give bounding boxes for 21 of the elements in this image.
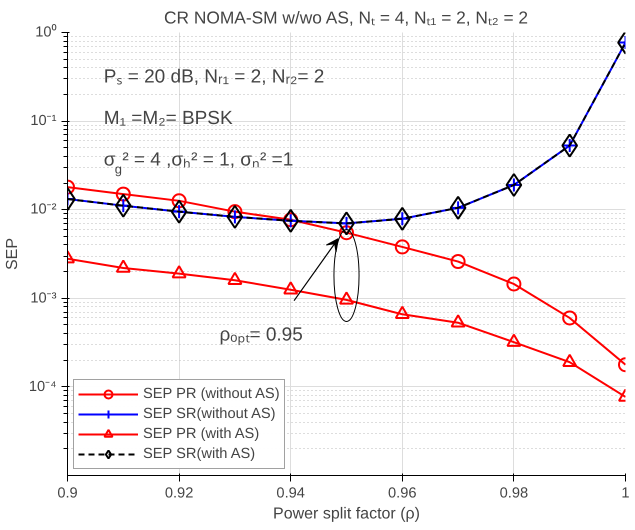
- legend-label: SEP SR(without AS): [143, 406, 276, 422]
- x-tick-label: 1: [621, 486, 630, 502]
- annotation: ρₒₚₜ= 0.95: [219, 324, 303, 346]
- x-tick-label: 0.94: [276, 486, 305, 502]
- y-tick-label: 10⁻²: [30, 202, 57, 218]
- annotation: Pₛ = 20 dB, Nᵣ₁ = 2, Nᵣ₂= 2: [104, 66, 324, 88]
- y-tick-label: 10⁰: [35, 24, 57, 40]
- x-tick-label: 0.9: [57, 486, 78, 502]
- y-tick-label: 10⁻⁴: [28, 378, 57, 395]
- chart-title: CR NOMA-SM w/wo AS, Nₜ = 4, Nₜ₁ = 2, Nₜ₂ = 2: [164, 8, 528, 28]
- x-tick-label: 0.98: [500, 486, 528, 502]
- legend-label: SEP PR (without AS): [143, 386, 280, 402]
- legend-label: SEP PR (with AS): [143, 426, 260, 442]
- y-tick-label: 10⁻³: [30, 290, 57, 306]
- x-tick-label: 0.96: [388, 486, 417, 502]
- y-tick-label: 10⁻¹: [30, 113, 57, 130]
- annotation: M₁ =M₂= BPSK: [104, 108, 233, 130]
- legend-label: SEP SR(with AS): [143, 446, 256, 462]
- y-axis-title: SEP: [4, 238, 21, 270]
- x-tick-label: 0.92: [164, 486, 194, 502]
- x-axis-title: Power split factor (ρ): [273, 506, 420, 522]
